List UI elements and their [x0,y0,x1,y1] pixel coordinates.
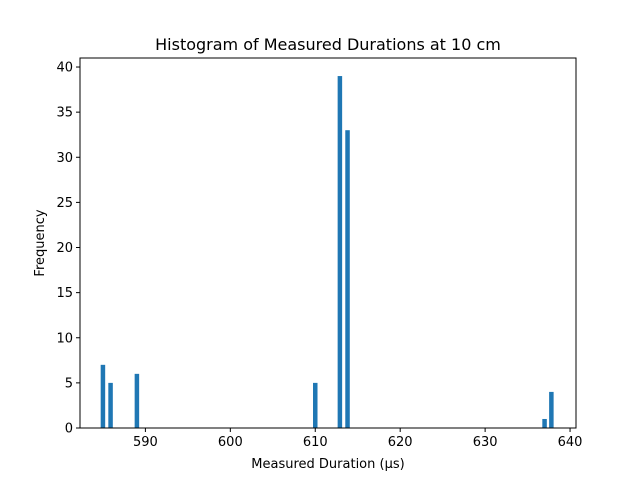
histogram-bar-7 [549,391,554,428]
y-tick-label: 0 [65,422,73,437]
x-axis-label: Measured Duration (µs) [251,457,404,472]
y-tick-label: 25 [56,196,73,211]
y-tick-label: 10 [56,331,73,346]
histogram-bar-6 [542,418,547,428]
chart-title: Histogram of Measured Durations at 10 cm [155,35,501,54]
y-tick-label: 40 [56,61,73,76]
plot-frame [79,57,577,429]
x-tick-label: 640 [558,435,583,450]
y-axis-label: Frequency [33,209,48,276]
y-axis-ticks: 0 5 10 15 20 25 30 35 40 [56,61,80,437]
histogram-bar-5 [345,130,350,428]
x-tick-label: 590 [133,435,158,450]
y-tick-label: 5 [65,376,73,391]
x-tick-label: 620 [388,435,413,450]
x-axis-ticks: 590 600 610 620 630 640 [133,428,582,450]
y-tick-label: 30 [56,151,73,166]
y-tick-label: 15 [56,286,73,301]
x-tick-label: 630 [473,435,498,450]
histogram-bar-1 [108,382,113,428]
histogram-bar-3 [313,382,318,428]
x-tick-label: 610 [303,435,328,450]
bars-group [100,76,554,429]
histogram-bar-0 [100,364,106,428]
histogram-bar-4 [337,76,343,429]
histogram-bar-2 [134,373,140,428]
x-tick-label: 600 [218,435,243,450]
y-tick-label: 35 [56,106,73,121]
y-tick-label: 20 [56,241,73,256]
